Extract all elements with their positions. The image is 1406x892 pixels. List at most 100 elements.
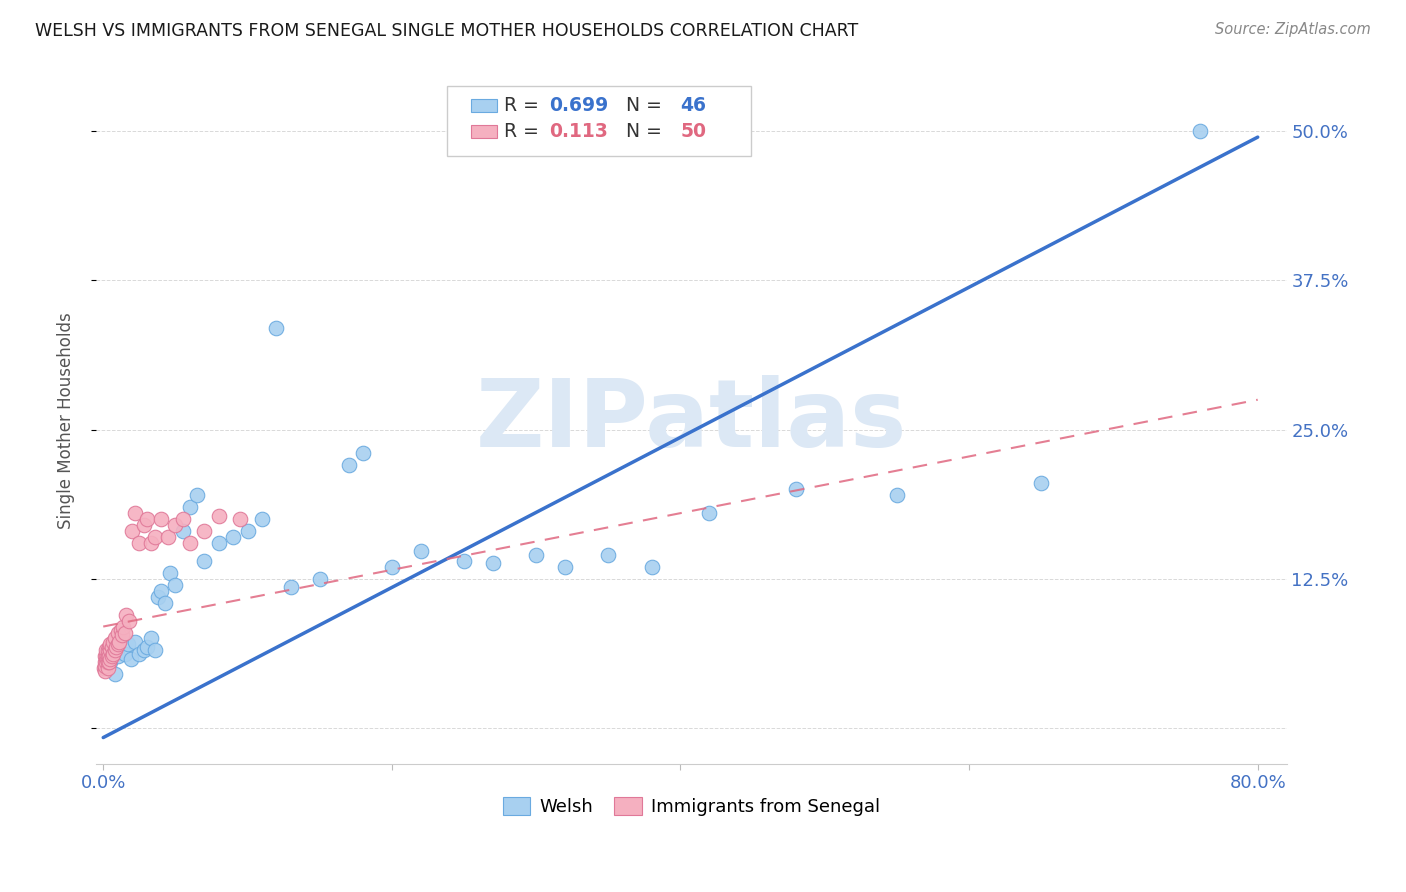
Point	[107, 625, 129, 640]
Point	[98, 640, 121, 654]
Point	[93, 664, 115, 678]
Point	[149, 512, 172, 526]
Point	[101, 649, 124, 664]
Point	[93, 661, 115, 675]
Point	[104, 632, 127, 646]
Text: 46: 46	[681, 96, 707, 115]
Point	[139, 536, 162, 550]
Point	[222, 530, 245, 544]
Point	[146, 590, 169, 604]
Point	[101, 640, 124, 654]
Point	[179, 500, 201, 515]
Point	[132, 643, 155, 657]
Point	[280, 580, 302, 594]
Point	[172, 524, 194, 538]
Point	[114, 625, 136, 640]
Point	[554, 559, 576, 574]
Point	[93, 656, 115, 670]
Point	[100, 643, 122, 657]
Text: R =: R =	[505, 96, 546, 115]
Point	[266, 321, 288, 335]
Point	[453, 554, 475, 568]
Y-axis label: Single Mother Households: Single Mother Households	[58, 312, 75, 529]
Point	[165, 578, 187, 592]
Point	[96, 643, 118, 657]
Point	[96, 652, 118, 666]
Point	[236, 524, 259, 538]
Point	[699, 506, 721, 520]
FancyBboxPatch shape	[471, 99, 498, 112]
Point	[155, 596, 177, 610]
Point	[112, 619, 135, 633]
Point	[105, 640, 128, 654]
Point	[598, 548, 620, 562]
Point	[96, 656, 118, 670]
Point	[110, 632, 132, 646]
Point	[94, 656, 117, 670]
Point	[121, 524, 143, 538]
Text: N =: N =	[614, 96, 668, 115]
Point	[107, 637, 129, 651]
Point	[524, 548, 547, 562]
Point	[110, 623, 132, 637]
Point	[1188, 124, 1211, 138]
Point	[107, 649, 129, 664]
Point	[208, 536, 231, 550]
Text: N =: N =	[614, 122, 668, 141]
FancyBboxPatch shape	[471, 126, 498, 138]
Point	[96, 661, 118, 675]
Point	[128, 536, 150, 550]
Point	[308, 572, 330, 586]
Point	[482, 556, 505, 570]
Point	[179, 536, 201, 550]
Point	[98, 649, 121, 664]
Point	[132, 518, 155, 533]
Point	[94, 649, 117, 664]
Point	[352, 446, 374, 460]
Point	[103, 635, 125, 649]
Point	[172, 512, 194, 526]
Point	[98, 656, 121, 670]
Text: R =: R =	[505, 122, 546, 141]
FancyBboxPatch shape	[447, 87, 751, 156]
Point	[149, 583, 172, 598]
Point	[1031, 476, 1053, 491]
Point	[118, 614, 141, 628]
Text: 0.113: 0.113	[550, 122, 609, 141]
Point	[120, 652, 142, 666]
Text: 0.699: 0.699	[550, 96, 609, 115]
Point	[135, 512, 157, 526]
Point	[193, 524, 215, 538]
Text: WELSH VS IMMIGRANTS FROM SENEGAL SINGLE MOTHER HOUSEHOLDS CORRELATION CHART: WELSH VS IMMIGRANTS FROM SENEGAL SINGLE …	[35, 22, 859, 40]
Point	[96, 649, 118, 664]
Point	[186, 488, 208, 502]
Point	[159, 566, 181, 580]
Point	[124, 635, 146, 649]
Point	[143, 530, 166, 544]
Point	[124, 506, 146, 520]
Point	[139, 632, 162, 646]
Point	[94, 643, 117, 657]
Point	[785, 483, 807, 497]
Point	[104, 667, 127, 681]
Point	[94, 659, 117, 673]
Point	[96, 643, 118, 657]
Point	[157, 530, 180, 544]
Point	[108, 635, 131, 649]
Legend: Welsh, Immigrants from Senegal: Welsh, Immigrants from Senegal	[496, 789, 887, 823]
Point	[135, 640, 157, 654]
Point	[100, 656, 122, 670]
Point	[143, 643, 166, 657]
Point	[100, 652, 122, 666]
Point	[193, 554, 215, 568]
Point	[128, 647, 150, 661]
Point	[111, 628, 134, 642]
Point	[208, 508, 231, 523]
Point	[886, 488, 908, 502]
Point	[100, 637, 122, 651]
Point	[337, 458, 360, 473]
Point	[103, 640, 125, 654]
Point	[103, 647, 125, 661]
Point	[104, 643, 127, 657]
Point	[250, 512, 273, 526]
